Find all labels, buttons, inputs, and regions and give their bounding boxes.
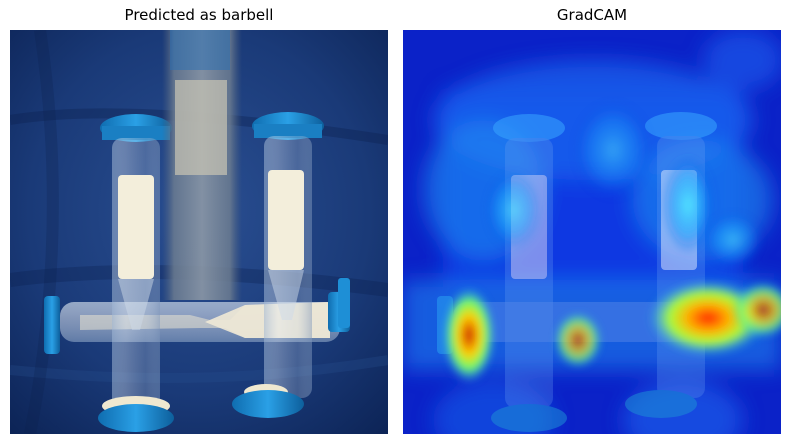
heatmap-overlay bbox=[403, 30, 781, 434]
hourglass-image bbox=[10, 30, 388, 434]
left-panel-title: Predicted as barbell bbox=[124, 6, 274, 24]
original-image-panel bbox=[10, 30, 388, 434]
right-panel-title: GradCAM bbox=[556, 6, 628, 24]
gradcam-panel bbox=[403, 30, 781, 434]
